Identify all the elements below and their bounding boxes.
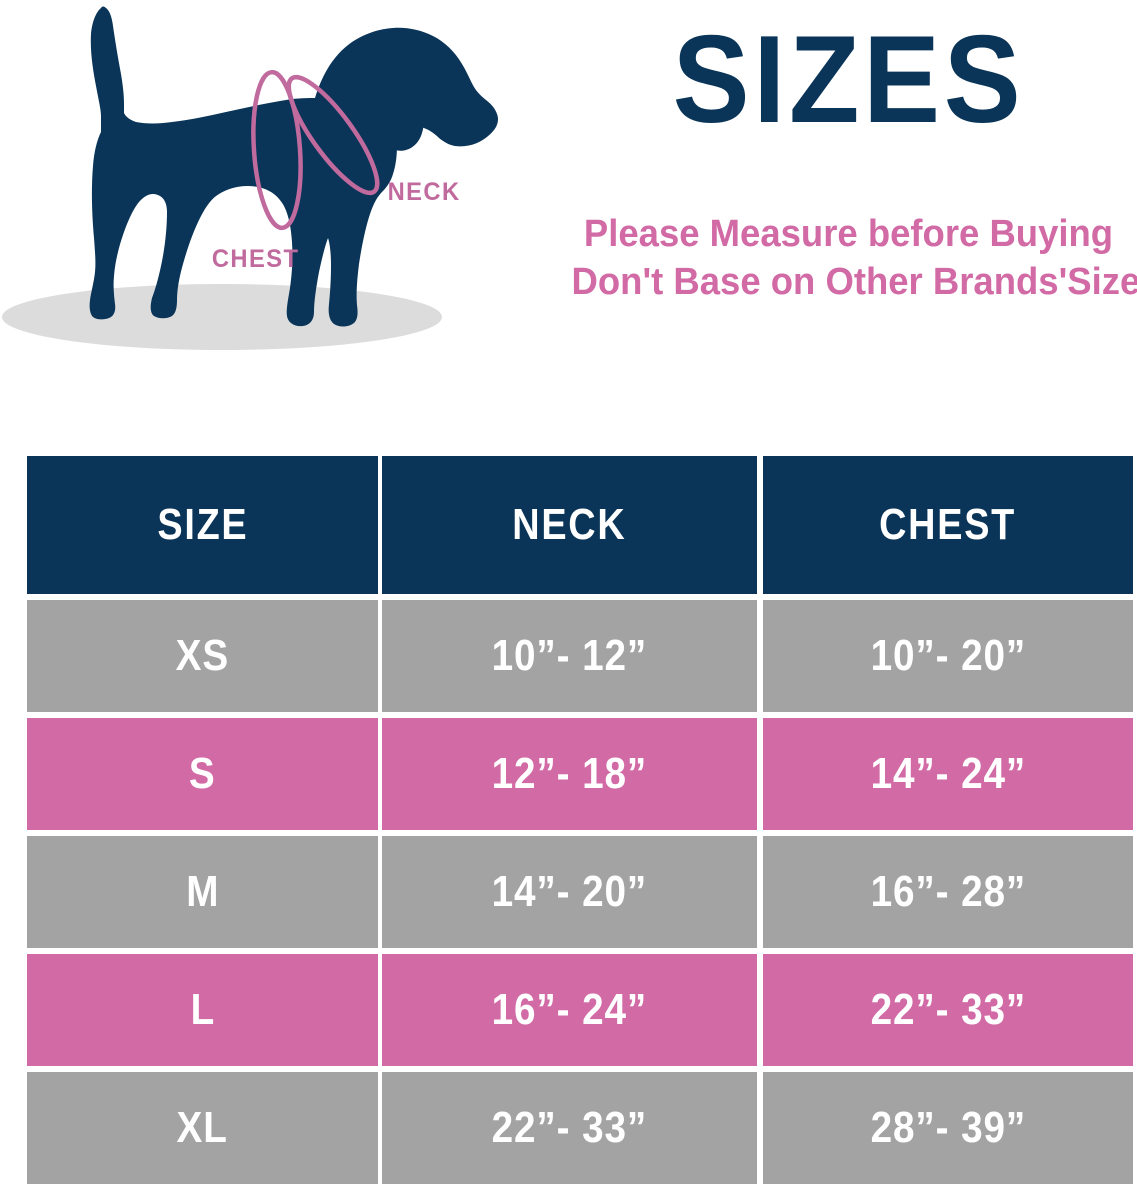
cell-size: XS	[27, 600, 378, 712]
cell-chest-value: 14”- 24”	[870, 749, 1026, 798]
column-header-chest: CHEST	[763, 456, 1133, 594]
cell-size: L	[27, 954, 378, 1066]
cell-size-value: XL	[176, 1103, 229, 1152]
chest-label: CHEST	[212, 245, 300, 273]
page-title: SIZES	[672, 11, 1025, 149]
cell-size-value: M	[185, 867, 220, 916]
table-row: S 12”- 18” 14”- 24”	[27, 718, 1133, 830]
neck-label: NECK	[388, 178, 461, 206]
cell-size-value: XS	[175, 631, 230, 680]
cell-neck-value: 22”- 33”	[491, 1103, 648, 1152]
cell-neck: 10”- 12”	[382, 600, 757, 712]
cell-size: M	[27, 836, 378, 948]
dog-ear-silhouette	[377, 59, 425, 151]
cell-chest: 28”- 39”	[763, 1072, 1133, 1184]
cell-chest-value: 10”- 20”	[870, 631, 1026, 680]
cell-neck-value: 14”- 20”	[491, 867, 648, 916]
column-header-size-label: SIZE	[156, 500, 248, 549]
cell-size: XL	[27, 1072, 378, 1184]
cell-neck: 22”- 33”	[382, 1072, 757, 1184]
cell-neck-value: 10”- 12”	[491, 631, 648, 680]
ground-shadow-ellipse	[2, 284, 442, 350]
column-header-chest-label: CHEST	[879, 500, 1017, 549]
size-table: SIZE NECK CHEST XS 10”- 12” 10”- 20”	[27, 456, 1133, 1184]
column-header-neck-label: NECK	[512, 500, 627, 549]
cell-size-value: S	[189, 749, 216, 798]
cell-chest-value: 28”- 39”	[870, 1103, 1026, 1152]
chest-measurement-loop	[251, 69, 303, 231]
cell-chest: 10”- 20”	[763, 600, 1133, 712]
headline-block: SIZES Please Measure before Buying Don't…	[560, 18, 1137, 306]
table-row: L 16”- 24” 22”- 33”	[27, 954, 1133, 1066]
subtitle-line-1: Please Measure before Buying	[583, 213, 1114, 255]
table-row: XS 10”- 12” 10”- 20”	[27, 600, 1133, 712]
table-row: XL 22”- 33” 28”- 39”	[27, 1072, 1133, 1184]
dog-body-silhouette	[89, 6, 498, 327]
table-header-row: SIZE NECK CHEST	[27, 456, 1133, 594]
cell-chest: 22”- 33”	[763, 954, 1133, 1066]
column-header-neck: NECK	[382, 456, 757, 594]
cell-neck-value: 16”- 24”	[491, 985, 648, 1034]
subtitle-block: Please Measure before Buying Don't Base …	[560, 210, 1137, 306]
cell-neck: 14”- 20”	[382, 836, 757, 948]
neck-measurement-loop	[286, 74, 380, 196]
header-section: CHEST NECK SIZES Please Measure before B…	[0, 0, 1137, 430]
cell-chest-value: 16”- 28”	[870, 867, 1026, 916]
subtitle-line-2: Don't Base on Other Brands'Sizes	[571, 261, 1137, 303]
cell-neck-value: 12”- 18”	[491, 749, 648, 798]
cell-chest: 14”- 24”	[763, 718, 1133, 830]
cell-size: S	[27, 718, 378, 830]
column-header-size: SIZE	[27, 456, 378, 594]
cell-neck: 12”- 18”	[382, 718, 757, 830]
cell-size-value: L	[190, 985, 215, 1034]
cell-chest-value: 22”- 33”	[870, 985, 1026, 1034]
table-row: M 14”- 20” 16”- 28”	[27, 836, 1133, 948]
cell-chest: 16”- 28”	[763, 836, 1133, 948]
cell-neck: 16”- 24”	[382, 954, 757, 1066]
dog-illustration: CHEST NECK	[0, 0, 520, 360]
